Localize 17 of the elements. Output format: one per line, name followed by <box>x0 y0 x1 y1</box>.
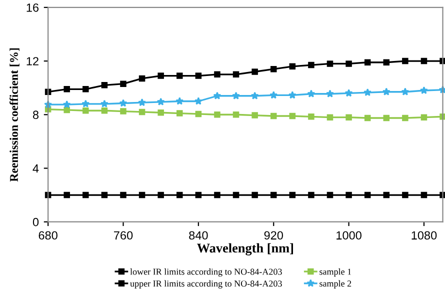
legend-label: sample 2 <box>320 280 352 288</box>
legend-label: sample 1 <box>320 268 352 277</box>
x-axis-title: Wavelength [nm] <box>197 243 293 256</box>
x-tick-label: 840 <box>189 231 208 240</box>
y-axis-title: Reemission coefficient [%] <box>10 48 20 182</box>
x-tick-label: 1080 <box>412 231 437 240</box>
x-tick-label: 920 <box>264 231 283 240</box>
x-tick-label: 760 <box>114 231 133 240</box>
y-tick-label: 16 <box>26 3 39 12</box>
y-tick-label: 0 <box>32 218 39 226</box>
x-tick-label: 680 <box>38 231 58 240</box>
legend-label: upper IR limits according to NO-84-A203 <box>130 280 282 289</box>
y-tick-label: 4 <box>32 164 39 173</box>
legend-label: lower IR limits according to NO-84-A203 <box>130 268 282 277</box>
x-tick-label: 1000 <box>336 231 362 240</box>
y-tick-label: 8 <box>32 110 39 120</box>
y-tick-label: 12 <box>26 57 38 66</box>
